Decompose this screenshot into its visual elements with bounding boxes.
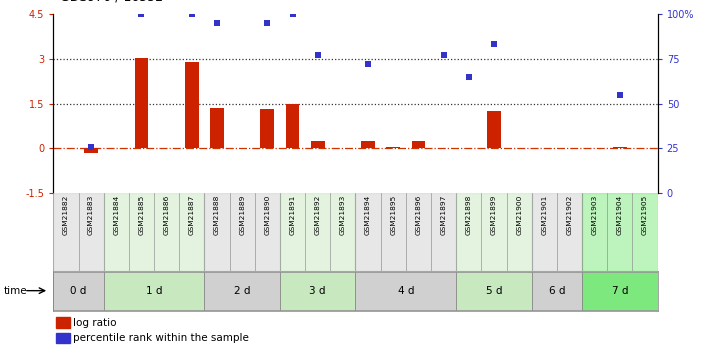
Bar — [185, 62, 199, 148]
Bar — [104, 193, 205, 271]
Text: GSM21888: GSM21888 — [214, 195, 220, 235]
FancyBboxPatch shape — [205, 272, 280, 310]
Text: GSM21905: GSM21905 — [642, 195, 648, 235]
Point — [186, 11, 198, 17]
Bar — [134, 58, 149, 148]
Text: GSM21884: GSM21884 — [113, 195, 119, 235]
Bar — [356, 193, 456, 271]
Point — [488, 41, 500, 47]
Text: 5 d: 5 d — [486, 286, 502, 296]
Text: GSM21894: GSM21894 — [365, 195, 371, 235]
FancyBboxPatch shape — [104, 272, 205, 310]
Bar — [280, 193, 356, 271]
Bar — [386, 147, 400, 148]
Text: GSM21900: GSM21900 — [516, 195, 522, 235]
Text: GSM21889: GSM21889 — [239, 195, 245, 235]
Text: GSM21891: GSM21891 — [289, 195, 296, 235]
Bar — [260, 109, 274, 148]
Text: 0 d: 0 d — [70, 286, 87, 296]
Point — [438, 52, 449, 58]
Bar — [56, 333, 70, 344]
Text: GSM21895: GSM21895 — [390, 195, 396, 235]
Bar — [456, 193, 532, 271]
Text: GSM21898: GSM21898 — [466, 195, 472, 235]
Text: log ratio: log ratio — [73, 318, 117, 328]
Text: percentile rank within the sample: percentile rank within the sample — [73, 333, 249, 343]
Text: GSM21901: GSM21901 — [541, 195, 547, 235]
FancyBboxPatch shape — [532, 272, 582, 310]
Text: GSM21890: GSM21890 — [264, 195, 270, 235]
Text: time: time — [4, 286, 27, 296]
Point — [363, 61, 374, 67]
Bar — [84, 148, 98, 153]
Text: GSM21882: GSM21882 — [63, 195, 69, 235]
Text: GSM21902: GSM21902 — [567, 195, 572, 235]
Text: GSM21893: GSM21893 — [340, 195, 346, 235]
Bar — [286, 104, 299, 148]
Text: GSM21903: GSM21903 — [592, 195, 598, 235]
Bar — [487, 111, 501, 148]
Bar — [53, 193, 104, 271]
Bar — [361, 141, 375, 148]
FancyBboxPatch shape — [53, 272, 104, 310]
Point — [136, 11, 147, 17]
Text: 3 d: 3 d — [309, 286, 326, 296]
Text: 6 d: 6 d — [549, 286, 565, 296]
Point — [262, 20, 273, 26]
Text: GSM21887: GSM21887 — [189, 195, 195, 235]
Bar — [412, 141, 425, 148]
FancyBboxPatch shape — [456, 272, 532, 310]
Point — [463, 74, 474, 79]
Point — [85, 144, 97, 149]
Bar — [205, 193, 280, 271]
Text: 4 d: 4 d — [397, 286, 414, 296]
Text: GSM21896: GSM21896 — [415, 195, 422, 235]
Text: 2 d: 2 d — [234, 286, 250, 296]
Text: 7 d: 7 d — [611, 286, 628, 296]
Point — [312, 52, 324, 58]
FancyBboxPatch shape — [356, 272, 456, 310]
Point — [211, 20, 223, 26]
Text: GSM21886: GSM21886 — [164, 195, 170, 235]
Text: GSM21904: GSM21904 — [617, 195, 623, 235]
Text: 1 d: 1 d — [146, 286, 162, 296]
Text: GSM21899: GSM21899 — [491, 195, 497, 235]
FancyBboxPatch shape — [280, 272, 356, 310]
Text: GSM21885: GSM21885 — [139, 195, 144, 235]
Text: GSM21897: GSM21897 — [441, 195, 447, 235]
Point — [614, 92, 626, 97]
Text: GSM21883: GSM21883 — [88, 195, 94, 235]
Text: GDS970 / 16552: GDS970 / 16552 — [60, 0, 164, 3]
Bar — [582, 193, 658, 271]
Point — [287, 11, 298, 17]
Bar — [210, 108, 224, 148]
Bar — [56, 317, 70, 328]
Bar — [532, 193, 582, 271]
Bar — [613, 147, 627, 148]
Text: GSM21892: GSM21892 — [315, 195, 321, 235]
FancyBboxPatch shape — [582, 272, 658, 310]
Bar — [311, 141, 325, 148]
